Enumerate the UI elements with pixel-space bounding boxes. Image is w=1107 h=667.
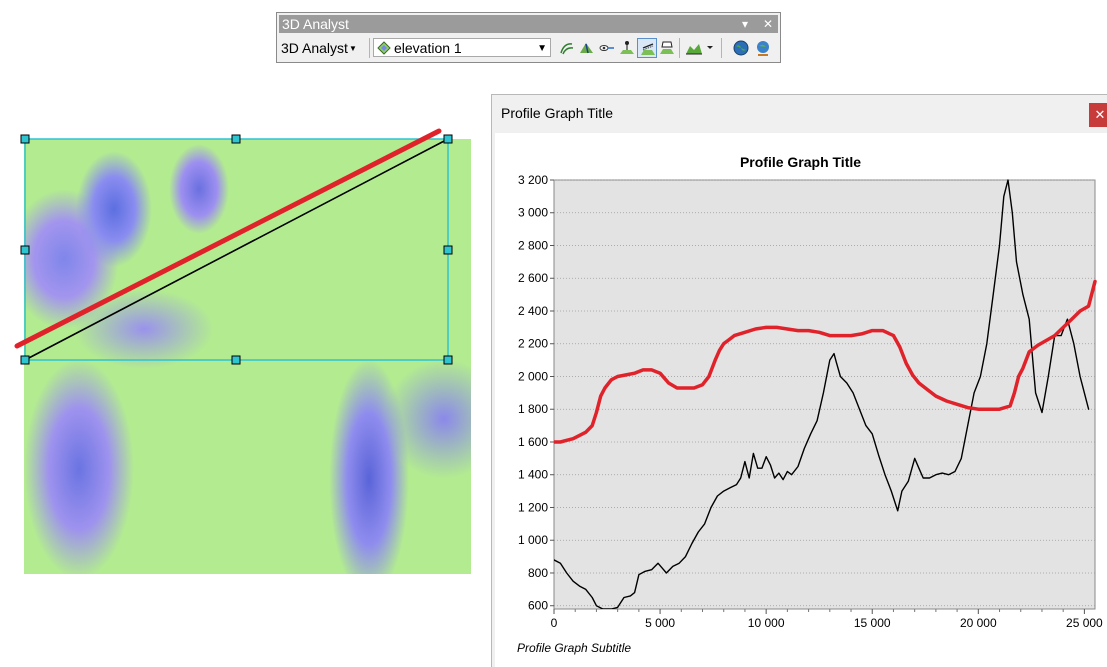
interpolate-point-icon[interactable] <box>617 38 637 58</box>
elevation-raster-map[interactable] <box>24 139 471 574</box>
toolbar-title: 3D Analyst <box>282 16 349 32</box>
raster-layer-icon <box>377 41 391 60</box>
y-tick-label: 2 400 <box>518 304 548 318</box>
steepest-path-icon[interactable] <box>577 38 597 58</box>
profile-graph-icon[interactable] <box>683 38 717 58</box>
y-tick-label: 1 200 <box>518 500 548 514</box>
chevron-down-icon[interactable]: ▼ <box>537 43 547 54</box>
x-tick-label: 20 000 <box>960 616 997 630</box>
y-tick-label: 800 <box>528 566 548 580</box>
toolbar-close-icon[interactable]: ✕ <box>763 17 774 31</box>
series-line-original-profile[interactable] <box>554 179 1090 609</box>
3d-analyst-toolbar: 3D Analyst ▾ ✕ 3D Analyst▼ elevation 1 ▼ <box>276 12 781 63</box>
x-tick-label: 15 000 <box>854 616 891 630</box>
line-of-sight-icon[interactable] <box>597 38 617 58</box>
y-tick-label: 2 800 <box>518 238 548 252</box>
toolbar-separator <box>721 38 722 58</box>
y-tick-label: 3 200 <box>518 173 548 187</box>
layer-dropdown-value: elevation 1 <box>394 40 462 56</box>
3d-analyst-menu-label: 3D Analyst <box>281 40 348 56</box>
chevron-down-icon: ▼ <box>348 44 357 54</box>
y-tick-label: 600 <box>528 599 548 613</box>
y-tick-label: 2 000 <box>518 369 548 383</box>
layer-dropdown[interactable]: elevation 1 ▼ <box>373 38 551 57</box>
profile-graph-chart[interactable]: Profile Graph Title 600 800 1 000 1 200 1 400… <box>491 94 1107 666</box>
interpolate-polygon-icon[interactable] <box>657 38 677 58</box>
toolbar-options-icon[interactable]: ▾ <box>742 17 749 31</box>
toolbar-separator <box>369 38 370 58</box>
y-tick-label: 1 400 <box>518 468 548 482</box>
arcglobe-icon[interactable] <box>731 38 751 58</box>
x-tick-label: 0 <box>551 616 558 630</box>
toolbar-row: 3D Analyst▼ elevation 1 ▼ <box>279 36 778 60</box>
toolbar-titlebar[interactable]: 3D Analyst ▾ ✕ <box>279 15 778 33</box>
y-tick-label: 1 800 <box>518 402 548 416</box>
close-button[interactable]: ✕ <box>1089 103 1107 127</box>
y-tick-label: 1 000 <box>518 533 548 547</box>
y-tick-label: 1 600 <box>518 435 548 449</box>
3d-analyst-menu[interactable]: 3D Analyst▼ <box>281 38 357 58</box>
x-tick-label: 25 000 <box>1066 616 1103 630</box>
y-tick-label: 3 000 <box>518 206 548 220</box>
interpolate-line-icon[interactable] <box>637 38 657 58</box>
y-tick-label: 2 600 <box>518 271 548 285</box>
arcscene-icon[interactable] <box>753 38 773 58</box>
series-line-new-profile[interactable] <box>554 279 1097 444</box>
x-tick-label: 5 000 <box>645 616 675 630</box>
chart-subtitle: Profile Graph Subtitle <box>517 641 631 655</box>
window-title: Profile Graph Title <box>501 105 614 121</box>
plot-area <box>553 179 1096 610</box>
y-tick-label: 2 200 <box>518 337 548 351</box>
contour-icon[interactable] <box>557 38 577 58</box>
chart-title: Profile Graph Title <box>740 154 861 170</box>
x-tick-label: 10 000 <box>748 616 785 630</box>
toolbar-separator <box>679 38 680 58</box>
